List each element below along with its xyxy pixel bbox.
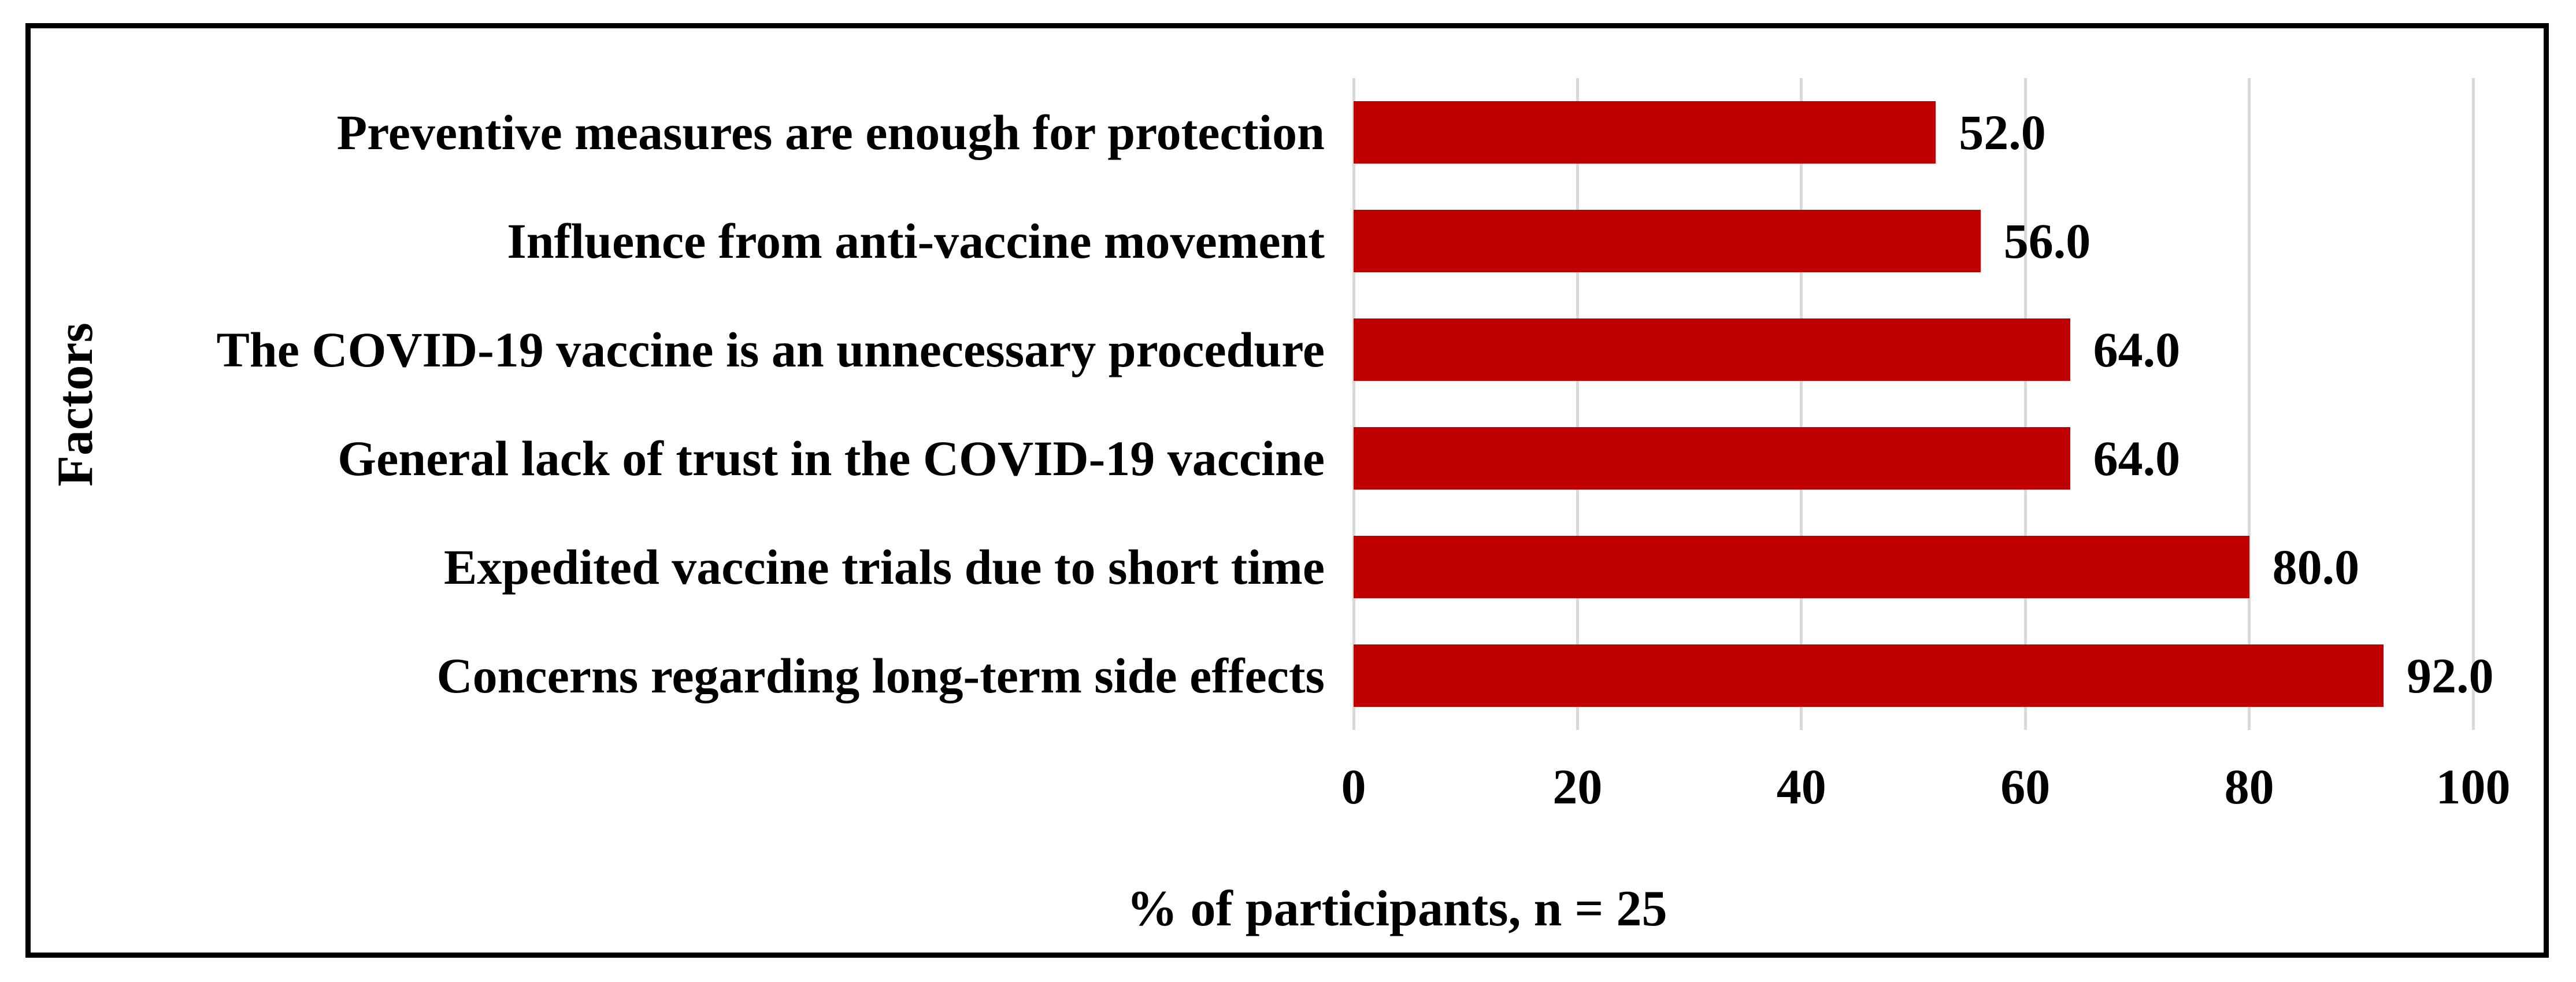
category-label: Preventive measures are enough for prote…	[336, 105, 1325, 160]
category-label: Expedited vaccine trials due to short ti…	[444, 539, 1325, 595]
x-axis-tick-label: 40	[1776, 759, 1826, 814]
x-axis-tick-label: 0	[1341, 759, 1366, 814]
bar-value-label: 56.0	[2003, 213, 2091, 269]
bar	[1354, 427, 2070, 490]
x-axis-tick-label: 20	[1552, 759, 1603, 814]
gridline	[1576, 78, 1579, 730]
x-axis-title: % of participants, n = 25	[1126, 881, 1667, 937]
gridline	[1800, 78, 1803, 730]
plot-area: 52.0 56.0 64.0 64.0 80.0 92.0	[1352, 78, 2494, 730]
bar	[1354, 101, 1936, 164]
category-label: The COVID-19 vaccine is an unnecessary p…	[216, 322, 1325, 377]
bar-value-label: 92.0	[2407, 648, 2494, 703]
bar-value-label: 80.0	[2272, 539, 2360, 595]
gridline	[2471, 78, 2475, 730]
x-axis-tick-label: 60	[2000, 759, 2051, 814]
bar	[1354, 536, 2249, 598]
bar-value-label: 64.0	[2093, 431, 2181, 486]
bar-value-label: 64.0	[2093, 322, 2181, 377]
category-label: Influence from anti-vaccine movement	[507, 213, 1325, 269]
gridline	[2023, 78, 2027, 730]
category-axis-labels: Preventive measures are enough for prote…	[81, 0, 1325, 982]
category-label: General lack of trust in the COVID-19 va…	[338, 431, 1325, 486]
x-axis-tick-label: 80	[2224, 759, 2274, 814]
gridline	[1352, 78, 1355, 730]
chart-border-frame	[25, 23, 2549, 958]
bar-value-label: 52.0	[1959, 105, 2046, 160]
category-label: Concerns regarding long-term side effect…	[436, 648, 1325, 703]
bar	[1354, 644, 2384, 707]
bar	[1354, 210, 1981, 272]
gridline	[2248, 78, 2251, 730]
bar	[1354, 318, 2070, 381]
x-axis-tick-label: 100	[2436, 759, 2511, 814]
